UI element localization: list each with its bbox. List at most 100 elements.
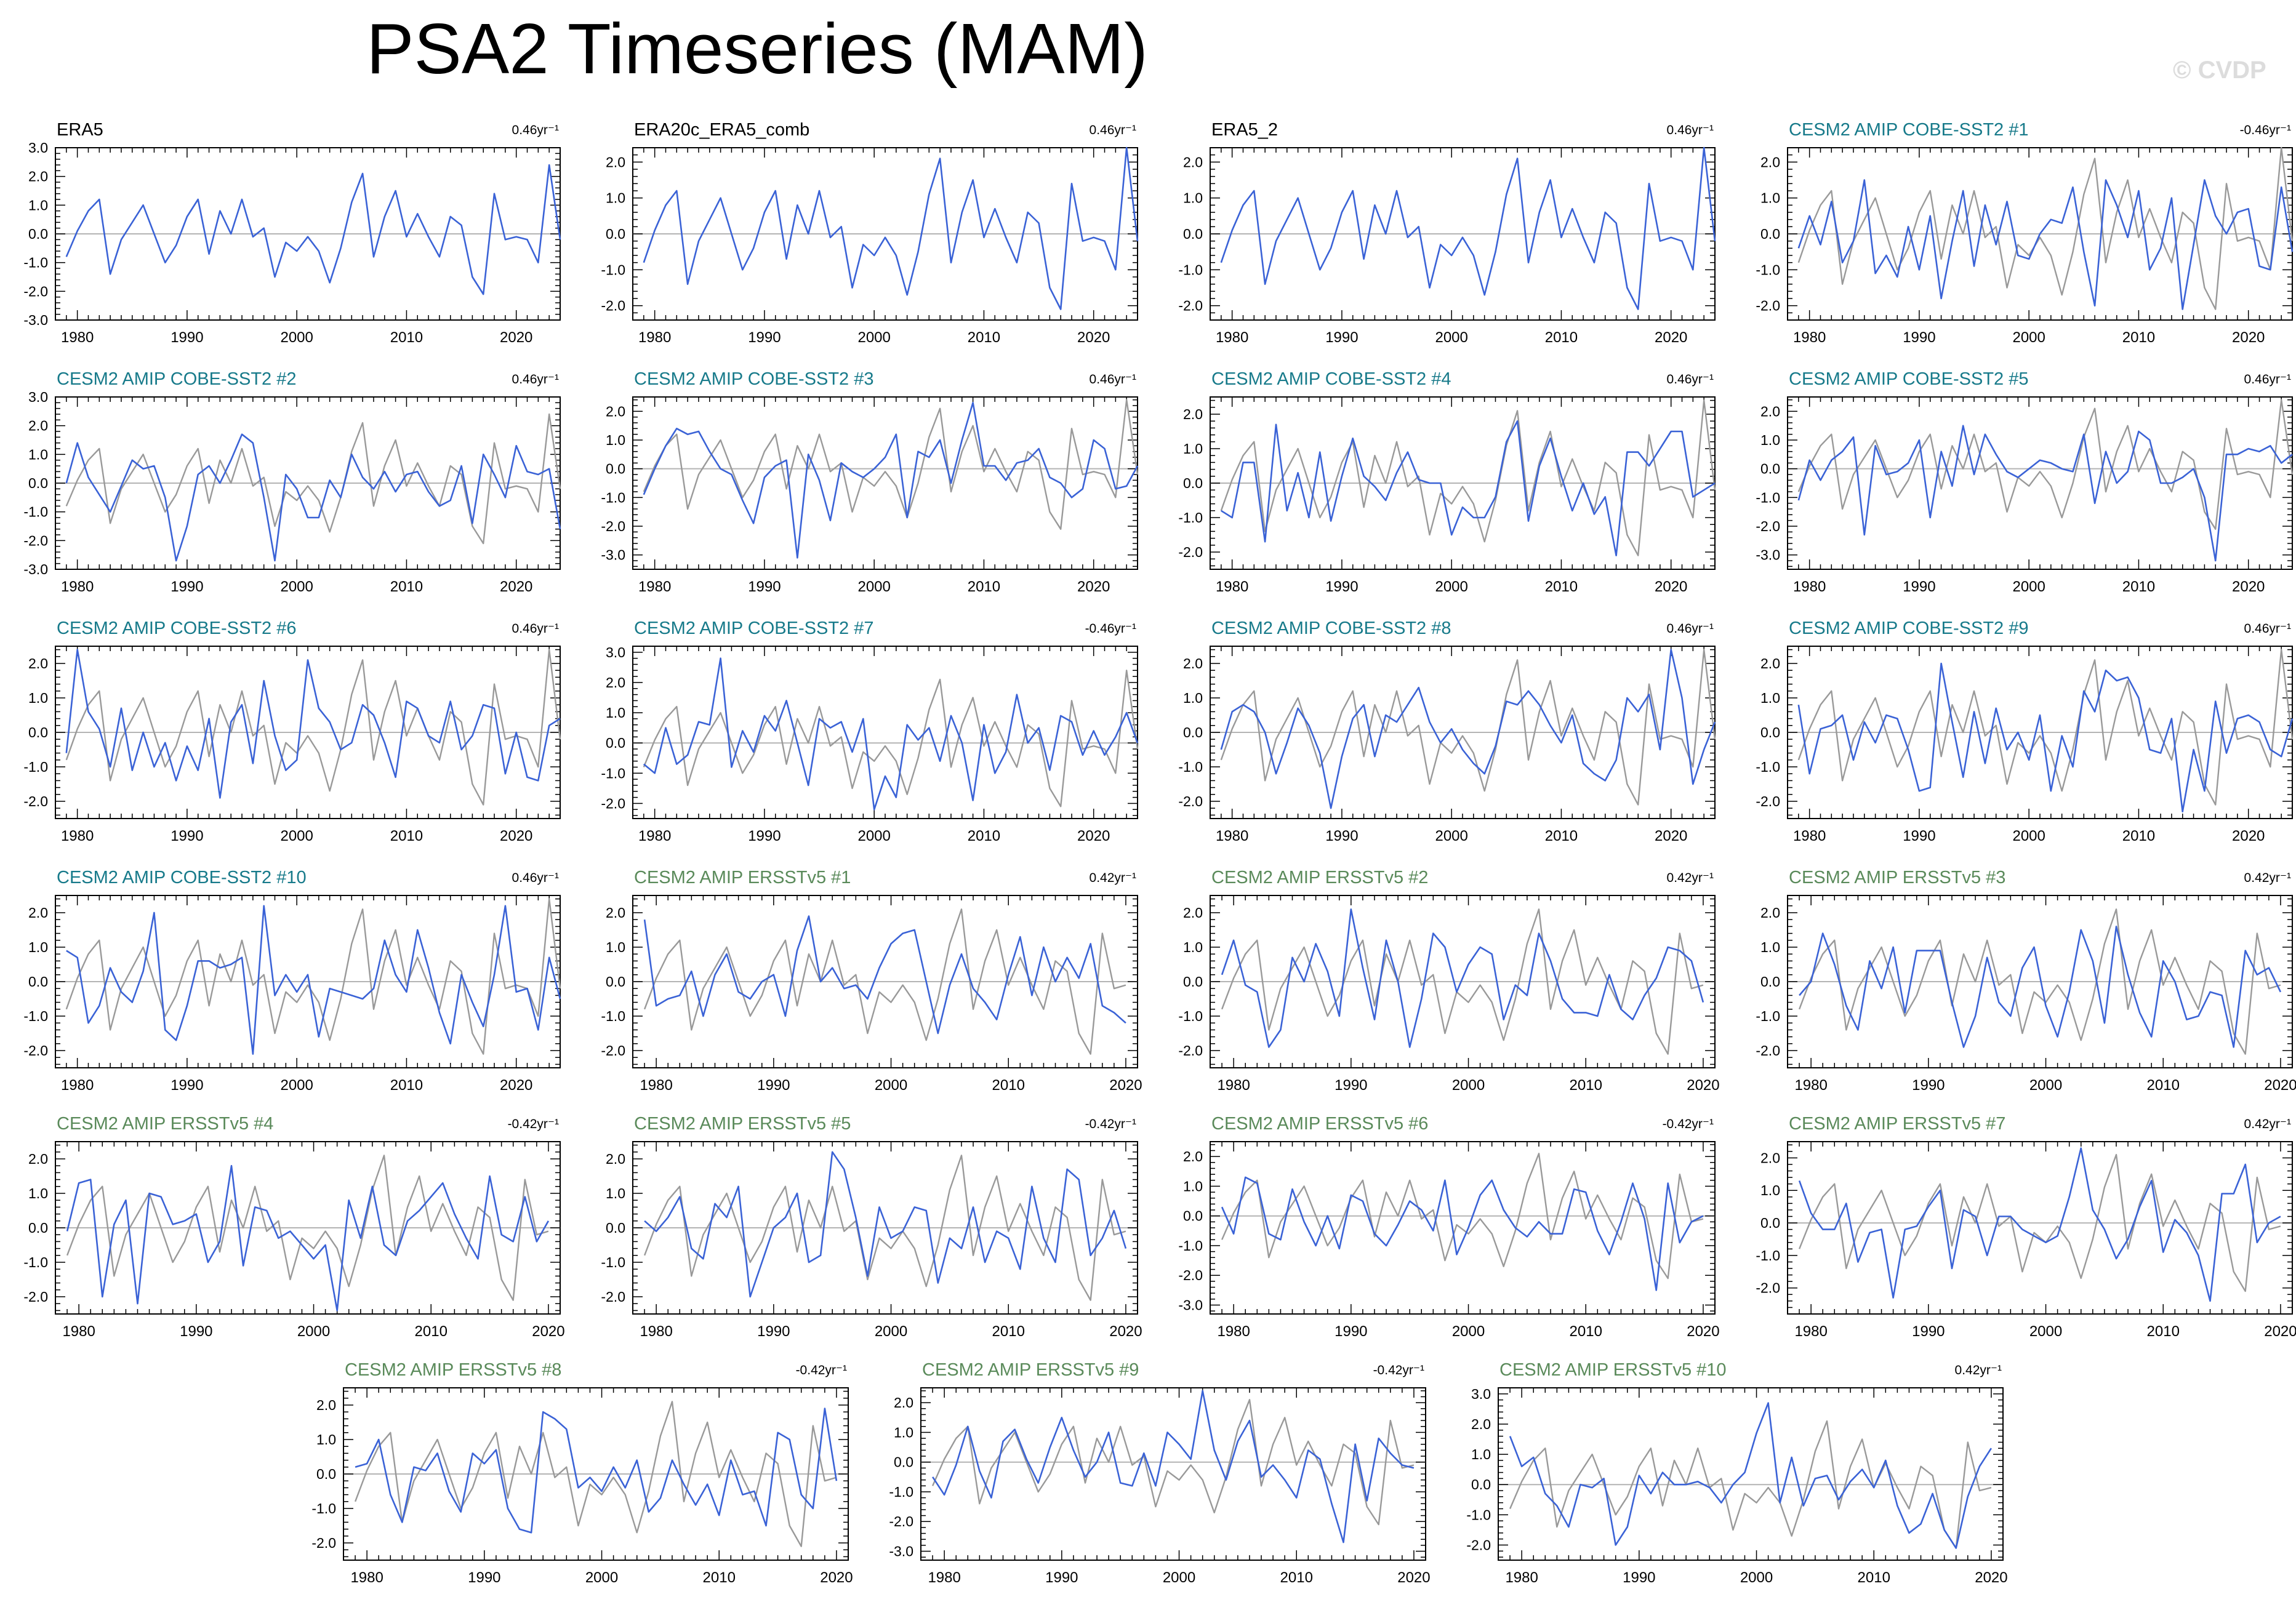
x-tick-label: 2000 bbox=[857, 579, 890, 595]
y-tick-label: 2.0 bbox=[316, 1397, 336, 1413]
trend-label: -0.46yr⁻¹ bbox=[2240, 123, 2291, 137]
x-tick-label: 2000 bbox=[857, 828, 890, 844]
model-series-line bbox=[644, 1151, 1127, 1298]
y-tick-label: -1.0 bbox=[23, 1008, 48, 1024]
y-tick-label: -2.0 bbox=[23, 793, 48, 809]
y-tick-label: 1.0 bbox=[1183, 441, 1203, 457]
y-tick-label: 0.0 bbox=[28, 1220, 48, 1236]
x-tick-label: 2010 bbox=[1545, 828, 1578, 844]
panel-20: CESM2 AMIP ERSSTv5 #7 0.42yr⁻¹ 1980 1990 200… bbox=[1756, 1114, 2296, 1340]
x-tick-label: 1980 bbox=[61, 828, 94, 844]
x-tick-label: 2000 bbox=[1435, 329, 1467, 346]
x-tick-label: 2000 bbox=[875, 1077, 907, 1094]
page-title: PSA2 Timeseries (MAM) bbox=[366, 9, 1148, 89]
y-tick-label: 1.0 bbox=[1760, 432, 1780, 448]
x-tick-label: 2000 bbox=[1435, 828, 1467, 844]
x-tick-label: 1990 bbox=[1912, 1077, 1945, 1094]
panel-19: CESM2 AMIP ERSSTv5 #6 -0.42yr⁻¹ 1980 1990 20… bbox=[1178, 1114, 1719, 1340]
y-tick-label: 1.0 bbox=[1760, 939, 1780, 955]
observed-series-line bbox=[643, 908, 1126, 1055]
trend-label: -0.42yr⁻¹ bbox=[508, 1117, 559, 1131]
observed-series-line bbox=[65, 649, 561, 806]
panel-23: CESM2 AMIP ERSSTv5 #10 0.42yr⁻¹ 1980 1990 20… bbox=[1466, 1360, 2007, 1586]
y-tick-label: 2.0 bbox=[606, 675, 625, 691]
x-tick-label: 1990 bbox=[171, 329, 203, 346]
y-tick-label: 2.0 bbox=[1183, 905, 1203, 921]
x-tick-label: 2010 bbox=[1570, 1077, 1602, 1094]
x-tick-label: 2000 bbox=[1452, 1323, 1485, 1340]
model-series-line bbox=[65, 433, 561, 562]
x-tick-label: 2000 bbox=[875, 1323, 907, 1340]
x-tick-label: 1990 bbox=[1335, 1077, 1367, 1094]
y-tick-label: 3.0 bbox=[606, 644, 625, 660]
observed-series-line bbox=[66, 1155, 549, 1301]
observed-series-line bbox=[643, 1155, 1126, 1301]
y-tick-label: -1.0 bbox=[1178, 510, 1203, 526]
panel-title: ERA20c_ERA5_comb bbox=[634, 120, 809, 140]
y-tick-label: 1.0 bbox=[1183, 190, 1203, 206]
x-tick-label: 2000 bbox=[857, 329, 890, 346]
y-tick-label: -3.0 bbox=[601, 547, 625, 563]
x-tick-label: 2020 bbox=[2232, 828, 2265, 844]
x-tick-label: 1980 bbox=[61, 329, 94, 346]
model-series-line bbox=[355, 1408, 838, 1534]
x-tick-label: 1990 bbox=[1903, 579, 1935, 595]
panel-title: CESM2 AMIP ERSSTv5 #1 bbox=[634, 868, 851, 887]
observed-series-line bbox=[643, 670, 1139, 807]
panel-14: CESM2 AMIP ERSSTv5 #1 0.42yr⁻¹ 1980 1990 200… bbox=[601, 868, 1142, 1094]
trend-label: 0.46yr⁻¹ bbox=[1667, 622, 1714, 636]
x-tick-label: 2010 bbox=[1280, 1569, 1313, 1586]
model-series-line bbox=[1509, 1402, 1992, 1549]
x-tick-label: 2020 bbox=[1077, 579, 1110, 595]
y-tick-label: -1.0 bbox=[23, 255, 48, 271]
x-tick-label: 2020 bbox=[1655, 828, 1687, 844]
y-tick-label: 1.0 bbox=[1183, 690, 1203, 706]
panel-18: CESM2 AMIP ERSSTv5 #5 -0.42yr⁻¹ 1980 1990 20… bbox=[601, 1114, 1142, 1340]
x-tick-label: 1990 bbox=[171, 828, 203, 844]
y-tick-label: 1.0 bbox=[28, 197, 48, 213]
x-tick-label: 2020 bbox=[500, 1077, 532, 1094]
model-series-line bbox=[66, 905, 561, 1055]
panel-title: CESM2 AMIP ERSSTv5 #4 bbox=[57, 1114, 273, 1134]
y-tick-label: 1.0 bbox=[1471, 1446, 1491, 1462]
y-tick-label: 0.0 bbox=[316, 1466, 336, 1482]
y-tick-label: 2.0 bbox=[1760, 403, 1780, 419]
y-tick-label: 1.0 bbox=[1760, 190, 1780, 206]
y-tick-label: 2.0 bbox=[1183, 1148, 1203, 1164]
x-tick-label: 1980 bbox=[1217, 1323, 1250, 1340]
y-tick-label: 2.0 bbox=[1183, 154, 1203, 170]
x-tick-label: 2000 bbox=[1435, 579, 1467, 595]
x-tick-label: 2020 bbox=[1687, 1077, 1719, 1094]
trend-label: 0.46yr⁻¹ bbox=[2244, 372, 2291, 386]
panel-4: CESM2 AMIP COBE-SST2 #1 -0.46yr⁻¹ 1980 1990… bbox=[1756, 120, 2294, 346]
y-tick-label: -1.0 bbox=[889, 1484, 913, 1500]
y-tick-label: -1.0 bbox=[23, 504, 48, 520]
trend-label: 0.46yr⁻¹ bbox=[512, 123, 559, 137]
trend-label: 0.46yr⁻¹ bbox=[1667, 372, 1714, 386]
y-tick-label: 2.0 bbox=[28, 655, 48, 671]
x-tick-label: 2000 bbox=[2012, 828, 2045, 844]
x-tick-label: 2020 bbox=[500, 579, 532, 595]
x-tick-label: 1990 bbox=[1325, 828, 1358, 844]
y-tick-label: -3.0 bbox=[23, 312, 48, 328]
x-tick-label: 1990 bbox=[748, 828, 781, 844]
panel-title: CESM2 AMIP ERSSTv5 #9 bbox=[922, 1360, 1139, 1380]
y-tick-label: 2.0 bbox=[894, 1395, 913, 1411]
panel-title: CESM2 AMIP ERSSTv5 #5 bbox=[634, 1114, 851, 1134]
y-tick-label: 0.0 bbox=[1760, 974, 1780, 990]
panel-13: CESM2 AMIP COBE-SST2 #10 0.46yr⁻¹ 1980 1990… bbox=[23, 868, 561, 1094]
y-tick-label: 0.0 bbox=[606, 974, 625, 990]
x-tick-label: 2010 bbox=[1858, 1569, 1890, 1586]
y-tick-label: -1.0 bbox=[1466, 1507, 1491, 1523]
y-tick-label: -2.0 bbox=[601, 795, 625, 811]
x-tick-label: 1980 bbox=[1217, 1077, 1250, 1094]
panel-title: CESM2 AMIP COBE-SST2 #10 bbox=[57, 868, 307, 887]
y-tick-label: -1.0 bbox=[1178, 1238, 1203, 1254]
x-tick-label: 2010 bbox=[2122, 329, 2155, 346]
x-tick-label: 1980 bbox=[638, 329, 671, 346]
y-tick-label: 1.0 bbox=[1760, 690, 1780, 706]
y-tick-label: 2.0 bbox=[1760, 905, 1780, 921]
observed-series-line bbox=[1220, 399, 1716, 556]
panel-6: CESM2 AMIP COBE-SST2 #3 0.46yr⁻¹ 1980 1990 2… bbox=[601, 369, 1139, 595]
observed-series-line bbox=[1797, 399, 2294, 530]
